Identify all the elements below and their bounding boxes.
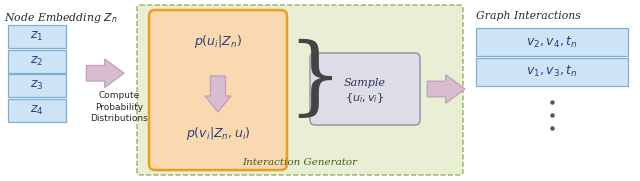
Text: Interaction Generator: Interaction Generator xyxy=(243,158,358,167)
Text: $z_2$: $z_2$ xyxy=(30,54,44,68)
FancyBboxPatch shape xyxy=(137,5,463,175)
Text: $z_1$: $z_1$ xyxy=(30,30,44,43)
Text: $v_2, v_4, t_n$: $v_2, v_4, t_n$ xyxy=(526,34,578,50)
Text: $p(u_i|Z_n)$: $p(u_i|Z_n)$ xyxy=(194,33,242,50)
FancyArrow shape xyxy=(428,75,465,103)
Text: Sample: Sample xyxy=(344,78,386,88)
Text: }: } xyxy=(287,38,342,122)
FancyArrow shape xyxy=(86,59,124,87)
FancyBboxPatch shape xyxy=(476,58,628,85)
FancyBboxPatch shape xyxy=(8,25,66,48)
Text: Compute
Probability
Distributions: Compute Probability Distributions xyxy=(90,91,148,123)
Text: $v_1, v_3, t_n$: $v_1, v_3, t_n$ xyxy=(526,64,578,79)
FancyBboxPatch shape xyxy=(8,98,66,121)
FancyBboxPatch shape xyxy=(310,53,420,125)
FancyBboxPatch shape xyxy=(149,10,287,170)
Text: $z_3$: $z_3$ xyxy=(30,79,44,92)
Text: Graph Interactions: Graph Interactions xyxy=(476,11,581,21)
Text: $\{u_i, v_i\}$: $\{u_i, v_i\}$ xyxy=(346,91,385,105)
FancyBboxPatch shape xyxy=(8,49,66,73)
Text: $z_4$: $z_4$ xyxy=(30,104,44,117)
FancyBboxPatch shape xyxy=(8,74,66,97)
Text: Node Embedding $Z_n$: Node Embedding $Z_n$ xyxy=(4,11,117,25)
FancyBboxPatch shape xyxy=(476,28,628,56)
Text: $p(v_i|Z_n, u_i)$: $p(v_i|Z_n, u_i)$ xyxy=(186,125,250,142)
FancyArrow shape xyxy=(205,76,231,112)
